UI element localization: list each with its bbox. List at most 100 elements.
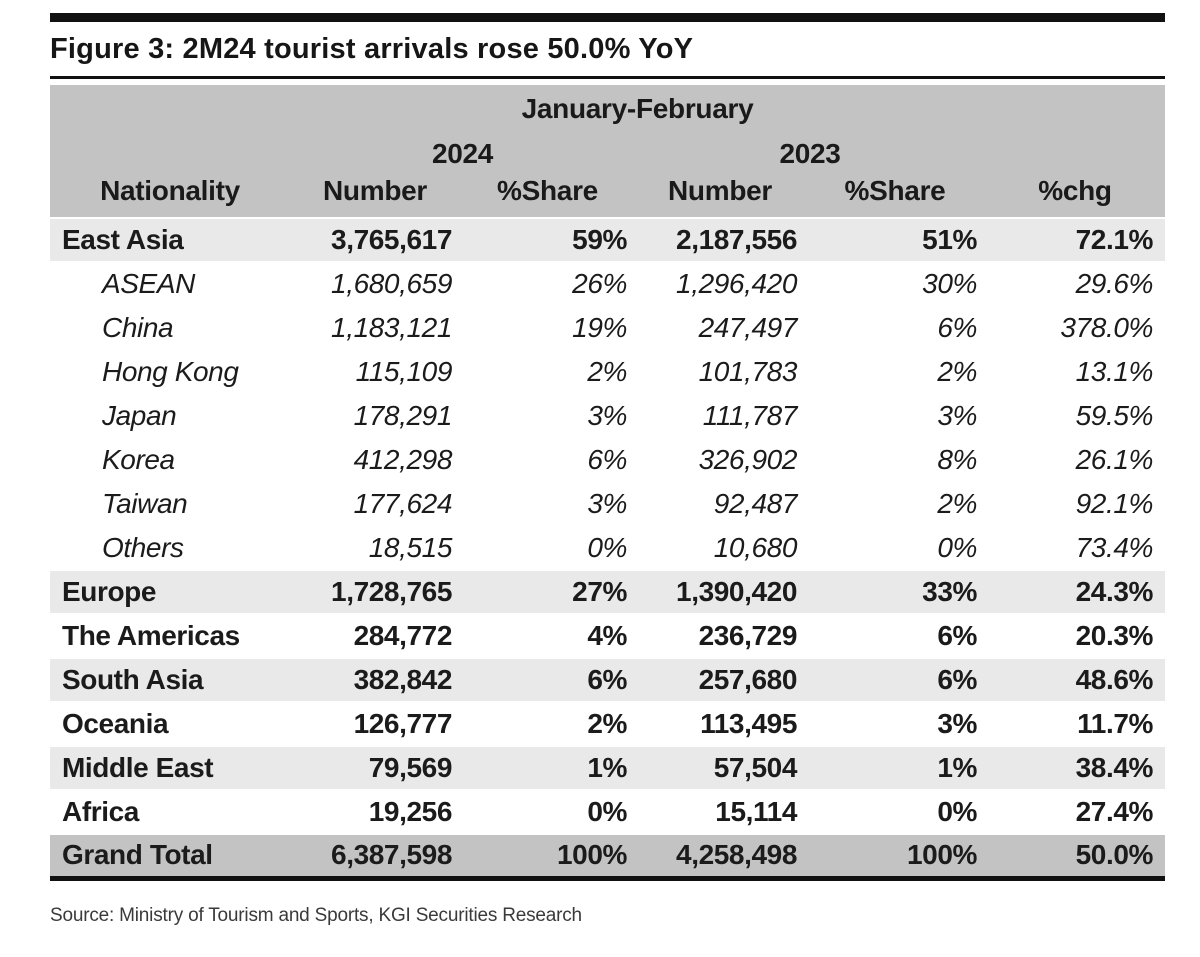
table-row: Grand Total 6,387,598 100% 4,258,498 100… [50,834,1165,878]
header-pct-chg: %chg [985,127,1165,218]
figure-title: Figure 3: 2M24 tourist arrivals rose 50.… [50,33,694,65]
cell-share-2023: 100% [805,834,985,878]
cell-share-2023: 0% [937,532,977,563]
header-year-2024: 2024 [290,127,635,170]
table-row: South Asia 382,842 6% 257,680 6% 48.6% [50,658,1165,702]
cell-number-2024: 1,680,659 [331,268,452,299]
table-body: East Asia 3,765,617 59% 2,187,556 51% 72… [50,218,1165,878]
table-row: Oceania 126,777 2% 113,495 3% 11.7% [50,702,1165,746]
cell-share-2024: 100% [460,834,635,878]
cell-share-2023: 51% [805,218,985,262]
cell-number-2024: 3,765,617 [290,218,460,262]
cell-number-2023: 326,902 [698,444,798,475]
cell-share-2023: 1% [805,746,985,790]
cell-number-2024: 126,777 [353,708,453,739]
table-row: ASEAN 1,680,659 26% 1,296,420 30% 29.6% [50,262,1165,306]
table-row: Hong Kong 115,109 2% 101,783 2% 13.1% [50,350,1165,394]
cell-pct-chg: 38.4% [985,746,1165,790]
cell-share-2023: 2% [937,356,977,387]
cell-pct-chg: 72.1% [985,218,1165,262]
cell-pct-chg: 24.3% [985,570,1165,614]
table-row: Korea 412,298 6% 326,902 8% 26.1% [50,438,1165,482]
title-rule [50,76,1165,79]
cell-share-2024: 2% [587,708,627,739]
cell-share-2023: 6% [937,312,977,343]
cell-number-2024: 6,387,598 [290,834,460,878]
table-row: Europe 1,728,765 27% 1,390,420 33% 24.3% [50,570,1165,614]
cell-number-2024: 19,256 [368,796,453,827]
cell-nationality: Korea [102,444,175,475]
cell-share-2024: 6% [587,444,627,475]
cell-number-2023: 113,495 [700,708,797,739]
cell-share-2023: 2% [937,488,977,519]
cell-share-2024: 19% [572,312,627,343]
cell-pct-chg: 29.6% [1075,268,1154,299]
header-spacer-right [985,85,1165,127]
cell-nationality: Grand Total [50,834,290,878]
cell-share-2023: 8% [937,444,977,475]
table-row: The Americas 284,772 4% 236,729 6% 20.3% [50,614,1165,658]
cell-number-2023: 1,390,420 [635,570,805,614]
cell-number-2023: 1,296,420 [676,268,797,299]
cell-share-2024: 1% [460,746,635,790]
cell-number-2024: 1,183,121 [331,312,452,343]
cell-number-2023: 10,680 [713,532,798,563]
cell-number-2023: 15,114 [715,796,797,827]
cell-number-2024: 284,772 [353,620,453,651]
cell-share-2023: 33% [805,570,985,614]
cell-number-2023: 101,783 [698,356,798,387]
cell-number-2024: 79,569 [290,746,460,790]
table-row: Africa 19,256 0% 15,114 0% 27.4% [50,790,1165,834]
cell-pct-chg: 73.4% [1075,532,1154,563]
cell-share-2023: 6% [937,620,977,651]
cell-share-2023: 6% [805,658,985,702]
header-period: January-February [290,85,985,127]
cell-number-2023: 247,497 [698,312,798,343]
cell-nationality: Africa [62,796,139,827]
cell-nationality: Oceania [62,708,169,739]
cell-number-2024: 177,624 [353,488,453,519]
cell-number-2023: 92,487 [713,488,798,519]
figure-container: Figure 3: 2M24 tourist arrivals rose 50.… [50,0,1165,927]
cell-share-2024: 0% [587,532,627,563]
header-share-2024: %Share [460,170,635,218]
cell-nationality: China [102,312,174,343]
table-row: Others 18,515 0% 10,680 0% 73.4% [50,526,1165,570]
cell-pct-chg: 27.4% [1075,796,1154,827]
top-rule [50,13,1165,22]
cell-number-2023: 4,258,498 [635,834,805,878]
cell-number-2024: 382,842 [290,658,460,702]
cell-nationality: Taiwan [102,488,188,519]
cell-nationality: South Asia [50,658,290,702]
cell-pct-chg: 48.6% [985,658,1165,702]
tourist-arrivals-table: January-February Nationality 2024 2023 %… [50,85,1165,881]
header-number-2023: Number [635,170,805,218]
cell-pct-chg: 11.7% [1077,708,1153,739]
cell-number-2023: 111,787 [702,400,798,431]
table-header: January-February Nationality 2024 2023 %… [50,85,1165,218]
source-note: Source: Ministry of Tourism and Sports, … [50,904,582,926]
cell-nationality: East Asia [50,218,290,262]
cell-share-2024: 59% [460,218,635,262]
cell-share-2024: 26% [572,268,627,299]
cell-nationality: Europe [50,570,290,614]
cell-share-2023: 3% [937,400,977,431]
cell-number-2023: 257,680 [635,658,805,702]
table-row: Middle East 79,569 1% 57,504 1% 38.4% [50,746,1165,790]
header-spacer-left [50,85,290,127]
cell-number-2024: 178,291 [353,400,453,431]
cell-nationality: ASEAN [102,268,195,299]
cell-number-2023: 57,504 [635,746,805,790]
cell-share-2024: 6% [460,658,635,702]
cell-nationality: Others [102,532,184,563]
cell-share-2024: 27% [460,570,635,614]
table-row: China 1,183,121 19% 247,497 6% 378.0% [50,306,1165,350]
header-year-2023: 2023 [635,127,985,170]
cell-nationality: Hong Kong [102,356,239,387]
cell-pct-chg: 50.0% [985,834,1165,878]
cell-share-2024: 3% [587,488,627,519]
cell-nationality: Middle East [50,746,290,790]
cell-pct-chg: 378.0% [1060,312,1153,343]
cell-number-2023: 236,729 [698,620,798,651]
cell-pct-chg: 13.1% [1075,356,1154,387]
